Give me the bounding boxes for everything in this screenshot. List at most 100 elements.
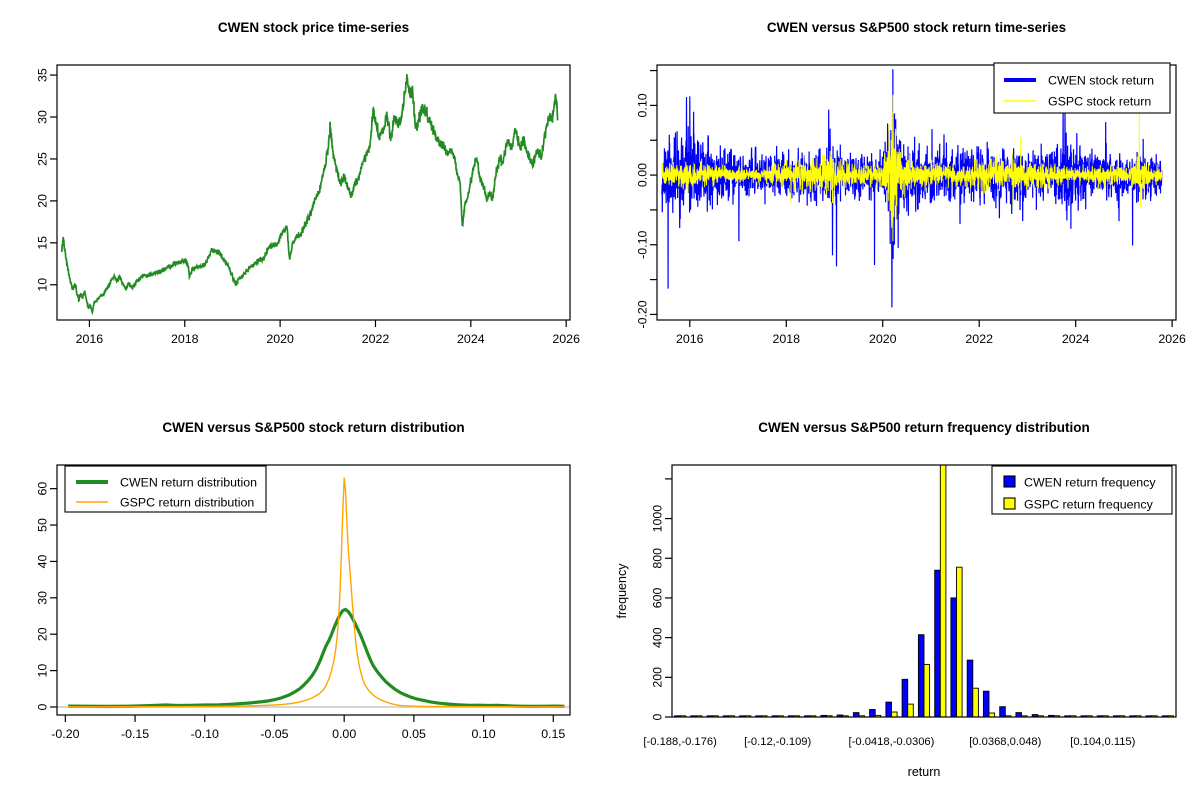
legend-swatch: [1003, 475, 1016, 488]
bin-label: [0.104,0.115): [1070, 736, 1135, 748]
x-tick-label: 0.05: [402, 727, 426, 741]
y-tick-label: 0: [650, 713, 664, 720]
x-axis: 2016 2018 2020 2022 2024 2026: [676, 320, 1186, 346]
bar: [988, 712, 996, 717]
y-tick-label: 0.10: [635, 93, 649, 117]
legend-label: GSPC return distribution: [120, 495, 254, 509]
x-tick-label: -0.10: [191, 727, 219, 741]
bar: [950, 597, 957, 717]
legend-label: CWEN stock return: [1048, 73, 1154, 87]
x-tick-label: -0.15: [121, 727, 149, 741]
y-tick-label: 1000: [650, 505, 664, 533]
legend: CWEN stock return GSPC stock return: [993, 62, 1171, 114]
bars-cwen: [674, 569, 1169, 717]
y-tick-label: 400: [650, 627, 664, 648]
bar: [923, 663, 931, 717]
legend: CWEN return frequency GSPC return frequen…: [991, 465, 1173, 515]
bin-label: [-0.12,-0.109): [744, 736, 811, 748]
x-axis: [-0.188,-0.176) [-0.12,-0.109) [-0.0418,-0…: [643, 736, 1135, 779]
bin-label: [-0.188,-0.176): [643, 736, 717, 748]
returns-plot-area: [661, 69, 1163, 308]
bar: [891, 711, 898, 717]
x-tick-label: 2026: [552, 332, 580, 346]
legend-box: [991, 465, 1173, 515]
y-axis-title: frequency: [615, 563, 629, 619]
y-tick-label: 600: [650, 588, 664, 609]
panel-density: CWEN versus S&P500 stock return distribu…: [0, 400, 600, 800]
y-tick-label: -0.20: [635, 300, 649, 328]
price-plot-area: [60, 74, 559, 315]
bar: [901, 678, 909, 717]
legend-swatch: [1003, 497, 1016, 510]
y-tick-label: 25: [35, 152, 49, 166]
x-tick-label: 2024: [457, 332, 485, 346]
x-tick-label: 0.00: [332, 727, 356, 741]
legend-label: CWEN return distribution: [120, 475, 257, 489]
bin-label: [-0.0418,-0.0306): [849, 736, 935, 748]
bar: [907, 703, 914, 717]
x-tick-label: 2022: [965, 332, 993, 346]
y-tick-label: -0.10: [635, 231, 649, 259]
legend: CWEN return distribution GSPC return dist…: [64, 465, 267, 513]
y-tick-label: 20: [35, 194, 49, 208]
y-tick-label: 20: [35, 627, 49, 641]
y-axis: 0 200 400 600 800 1000 frequency: [615, 478, 672, 720]
bar: [852, 712, 860, 717]
y-tick-label: 35: [35, 68, 49, 82]
series-gspc-return-distribution: [68, 477, 565, 708]
histogram-chart-title: CWEN versus S&P500 return frequency dist…: [758, 420, 1090, 435]
x-tick-label: 2024: [1062, 332, 1090, 346]
histogram-chart: [-0.188,-0.176) [-0.12,-0.109) [-0.0418,-0…: [615, 464, 1177, 779]
y-tick-label: 200: [650, 667, 664, 688]
x-tick-label: 2022: [362, 332, 390, 346]
x-tick-label: 2016: [76, 332, 104, 346]
x-tick-label: 2016: [676, 332, 704, 346]
y-axis: -0.20 -0.10 0.00 0.10: [635, 69, 657, 329]
bar: [869, 709, 876, 717]
x-tick-label: -0.05: [260, 727, 288, 741]
x-tick-label: 2020: [869, 332, 897, 346]
series-cwen-return-distribution: [68, 607, 565, 708]
bar: [972, 687, 979, 717]
y-tick-label: 800: [650, 548, 664, 569]
bar: [956, 566, 963, 717]
y-tick-label: 30: [35, 591, 49, 605]
returns-chart: 2016 2018 2020 2022 2024 2026 -0.20 -0.10 0.00 0.…: [635, 62, 1186, 346]
plot-border: [656, 64, 1177, 321]
y-tick-label: 60: [35, 482, 49, 496]
legend-label: GSPC return frequency: [1024, 497, 1154, 511]
bar: [999, 706, 1006, 717]
panel-returns: CWEN versus S&P500 stock return time-ser…: [600, 0, 1200, 400]
x-tick-label: 0.10: [472, 727, 496, 741]
series-cwen-stock-price: [60, 74, 559, 315]
y-tick-label: 0: [35, 703, 49, 710]
legend-box: [64, 465, 267, 513]
y-tick-label: 30: [35, 110, 49, 124]
density-chart: -0.20 -0.15 -0.10 -0.05 0.00 0.05 0.10 0.15 0 10 2…: [35, 464, 571, 741]
x-tick-label: 2026: [1158, 332, 1186, 346]
price-chart: 2016 2018 2020 2022 2024 2026 10 15 20 25 30 35: [35, 64, 580, 346]
bar: [885, 701, 892, 717]
legend-label: GSPC stock return: [1048, 94, 1151, 108]
panel-histogram: CWEN versus S&P500 return frequency dist…: [600, 400, 1200, 800]
x-tick-label: 2018: [772, 332, 800, 346]
y-tick-label: 10: [35, 278, 49, 292]
y-tick-label: 40: [35, 554, 49, 568]
plot-border: [56, 464, 571, 716]
bar: [966, 659, 974, 717]
bar: [939, 465, 947, 717]
y-axis: 0 10 20 30 40 50 60: [35, 482, 57, 710]
price-chart-title: CWEN stock price time-series: [217, 20, 410, 35]
y-tick-label: 10: [35, 664, 49, 678]
x-axis-title: return: [908, 765, 941, 779]
density-chart-title: CWEN versus S&P500 stock return distribu…: [162, 420, 465, 435]
x-tick-label: -0.20: [51, 727, 79, 741]
bar: [982, 690, 990, 717]
legend-box: [993, 62, 1171, 114]
density-plot-area: [57, 477, 570, 708]
y-tick-label: 0.00: [635, 163, 649, 187]
bar: [1015, 712, 1022, 717]
y-tick-label: 15: [35, 236, 49, 250]
x-tick-label: 2020: [266, 332, 294, 346]
bin-label: [0.0368,0.048): [969, 736, 1041, 748]
